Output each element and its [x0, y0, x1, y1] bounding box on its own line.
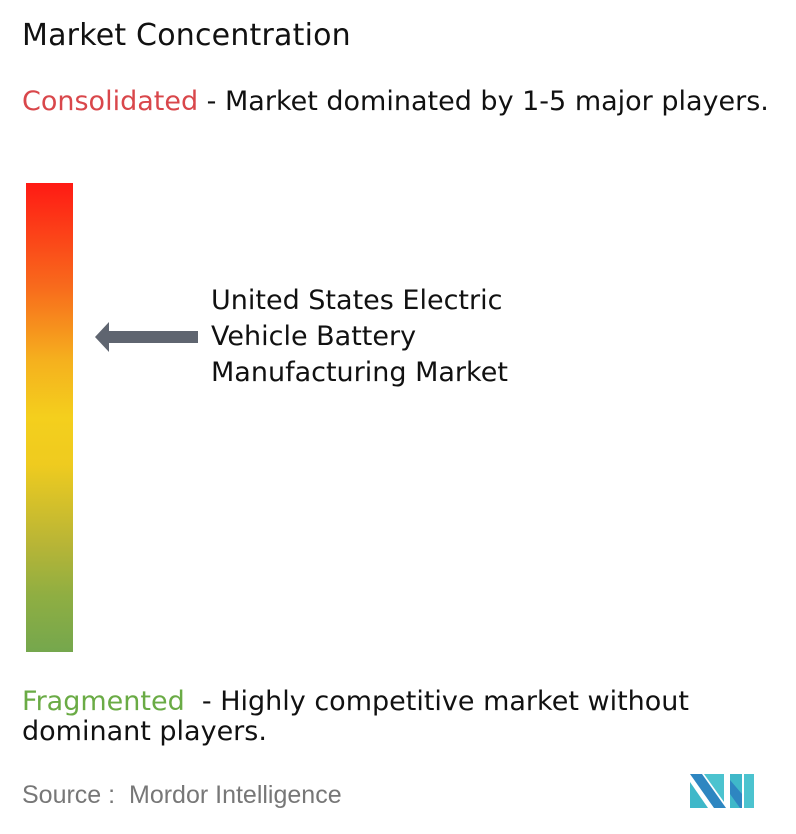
- consolidated-description: Consolidated - Market dominated by 1-5 m…: [22, 87, 792, 117]
- fragmented-label: Fragmented: [22, 686, 185, 717]
- concentration-gradient-bar: [26, 183, 73, 652]
- fragmented-description: Fragmented - Highly competitive market w…: [22, 687, 792, 747]
- consolidated-label: Consolidated: [22, 86, 199, 117]
- arrow-left-icon: [95, 322, 198, 352]
- market-label: United States Electric Vehicle Battery M…: [211, 285, 508, 388]
- consolidated-text: - Market dominated by 1-5 major players.: [198, 86, 769, 117]
- chart-title: Market Concentration: [22, 18, 351, 53]
- fragmented-text: - Highly competitive market without domi…: [22, 686, 698, 747]
- mordor-logo-icon: [690, 774, 754, 808]
- source-credit: Source : Mordor Intelligence: [22, 781, 342, 809]
